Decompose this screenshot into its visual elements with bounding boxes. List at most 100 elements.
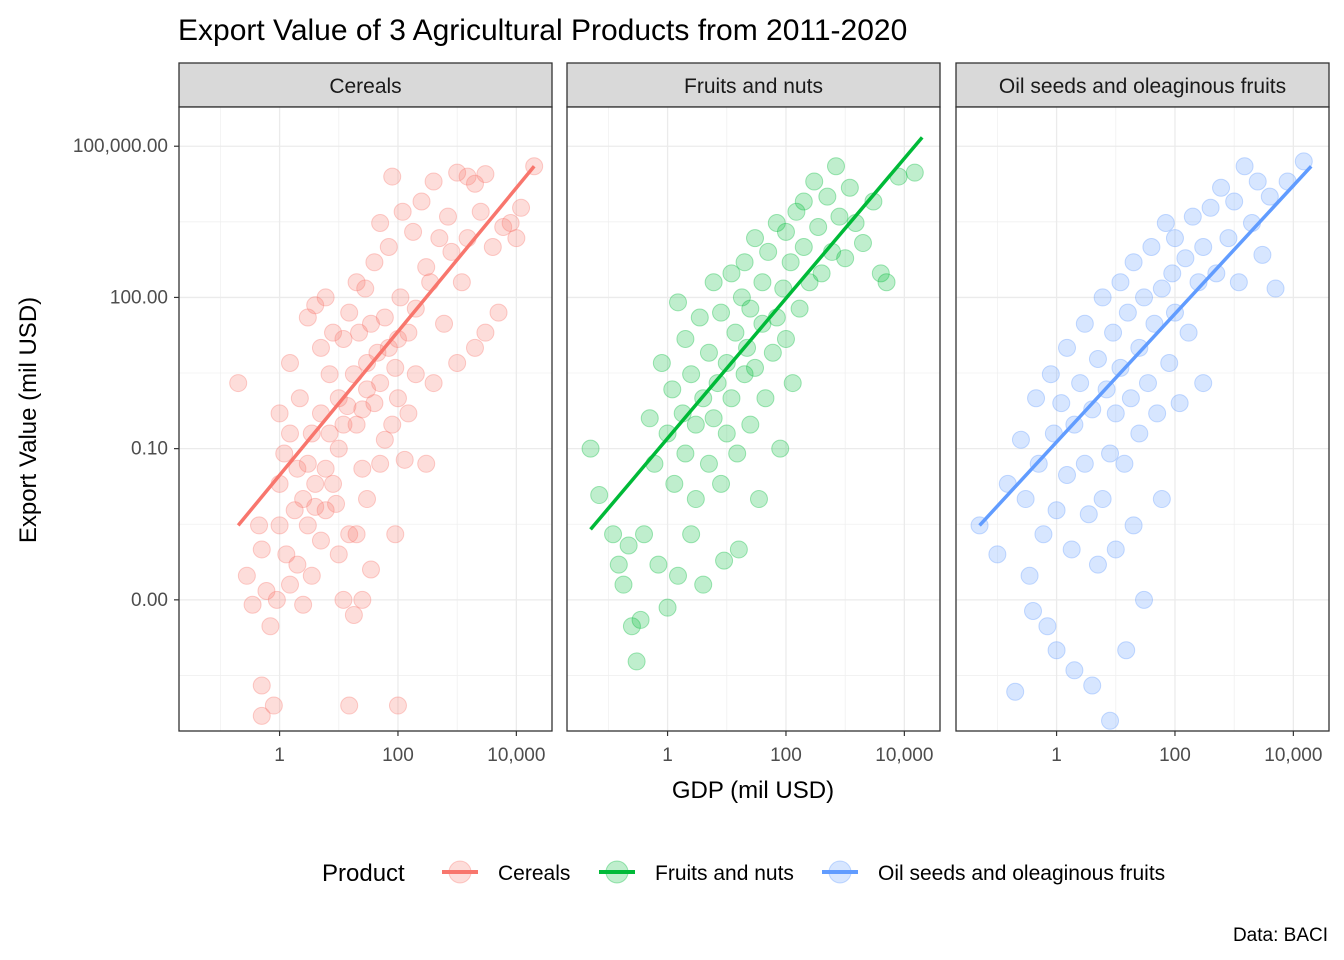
scatter-point [790, 299, 809, 318]
scatter-point [421, 273, 440, 292]
scatter-point [448, 354, 467, 373]
scatter-point [1124, 516, 1143, 535]
scatter-point [715, 551, 734, 570]
scatter-point [438, 207, 457, 226]
scatter-point [353, 400, 372, 419]
scatter-point [663, 380, 682, 399]
scatter-point [371, 213, 390, 232]
scatter-point [290, 389, 309, 408]
scatter-point [1011, 430, 1030, 449]
scatter-point [375, 308, 394, 327]
scatter-point [735, 365, 754, 384]
scatter-point [767, 213, 786, 232]
fit-line [978, 165, 1313, 527]
scatter-point [489, 303, 508, 322]
scatter-point [1170, 394, 1189, 413]
scatter-point [781, 253, 800, 272]
scatter-point [306, 474, 325, 493]
scatter-point [1104, 323, 1123, 342]
scatter-point [329, 439, 348, 458]
panel-background [956, 107, 1329, 731]
scatter-points [229, 157, 544, 725]
scatter-point [404, 222, 423, 241]
scatter-point [229, 374, 248, 393]
scatter-point [391, 288, 410, 307]
scatter-point [776, 329, 795, 348]
scatter-point [329, 545, 348, 564]
scatter-point [501, 213, 520, 232]
scatter-point [350, 323, 369, 342]
scatter-point [1138, 374, 1157, 393]
scatter-point [412, 192, 431, 211]
scatter-point [386, 358, 405, 377]
scatter-point [1212, 178, 1231, 197]
scatter-point [1135, 590, 1154, 609]
scatter-point [465, 338, 484, 357]
x-tick-label: 10,000 [1264, 745, 1322, 766]
scatter-point [471, 202, 490, 221]
scatter-point [280, 575, 299, 594]
x-axis-title: GDP (mil USD) [672, 777, 834, 804]
scatter-point [334, 415, 353, 434]
scatter-point [1075, 454, 1094, 473]
scatter-point [1253, 245, 1272, 264]
scatter-point [316, 459, 335, 478]
scatter-point [507, 229, 526, 248]
scatter-point [417, 258, 436, 277]
scatter-point [830, 207, 849, 226]
scatter-point [353, 590, 372, 609]
scatter-point [379, 338, 398, 357]
scatter-point [340, 303, 359, 322]
fit-line [589, 136, 924, 531]
scatter-point [365, 394, 384, 413]
scatter-point [1062, 540, 1081, 559]
scatter-point [1117, 641, 1136, 660]
scatter-point [512, 198, 531, 217]
scatter-point [665, 474, 684, 493]
scatter-point [358, 490, 377, 509]
scatter-point [1145, 314, 1164, 333]
scatter-point [749, 490, 768, 509]
scatter-point [1006, 682, 1025, 701]
scatter-point [741, 299, 760, 318]
scatter-point [988, 545, 1007, 564]
scatter-point [1047, 641, 1066, 660]
x-tick-label: 100 [770, 745, 802, 766]
scatter-point [853, 234, 872, 253]
scatter-point [1152, 490, 1171, 509]
scatter-point [1020, 566, 1039, 585]
legend-title: Product [322, 860, 405, 887]
scatter-point [327, 494, 346, 513]
scatter-point [320, 365, 339, 384]
scatter-point [1160, 354, 1179, 373]
legend-item: Cereals [442, 860, 570, 885]
scatter-point [836, 249, 855, 268]
scatter-point [774, 279, 793, 298]
scatter-point [1229, 273, 1248, 292]
scatter-point [726, 323, 745, 342]
scatter-point [1165, 229, 1184, 248]
scatter-point [690, 308, 709, 327]
scatter-point [399, 323, 418, 342]
scatter-point [1148, 404, 1167, 423]
scatter-point [298, 454, 317, 473]
scatter-point [1027, 389, 1046, 408]
scatter-point [1260, 187, 1279, 206]
scatter-point [280, 424, 299, 443]
scatter-point [704, 273, 723, 292]
scatter-point [746, 358, 765, 377]
scatter-point [379, 238, 398, 257]
gridlines [567, 107, 940, 731]
scatter-point [699, 454, 718, 473]
scatter-point [458, 167, 477, 186]
scatter-point [476, 323, 495, 342]
scatter-point [1024, 602, 1043, 621]
scatter-point [347, 273, 366, 292]
scatter-point [631, 610, 650, 629]
legend-item: Fruits and nuts [599, 860, 794, 885]
scatter-point [1034, 525, 1053, 544]
scatter-point [424, 374, 443, 393]
scatter-point [1106, 540, 1125, 559]
scatter-point [1219, 229, 1238, 248]
